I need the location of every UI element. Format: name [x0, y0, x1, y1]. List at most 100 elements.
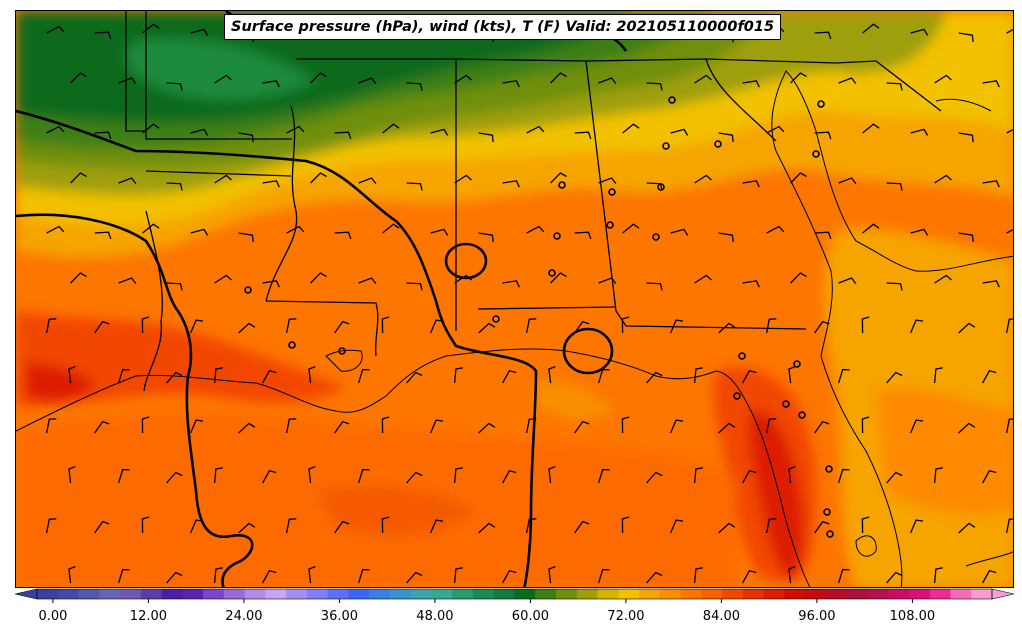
- colorbar-swatch: [888, 589, 910, 599]
- wind-barb-icon: [574, 520, 590, 534]
- wind-barb-icon: [117, 368, 130, 384]
- wind-barb-icon: [525, 418, 537, 434]
- wind-barb-icon: [718, 422, 736, 434]
- wind-barb-icon: [502, 80, 520, 88]
- wind-barb-icon: [886, 471, 903, 484]
- wind-barb-icon: [742, 180, 760, 188]
- station-circles: [244, 96, 834, 538]
- wind-barb-icon: [742, 280, 760, 288]
- wind-barb-icon: [718, 232, 734, 243]
- wind-barb-icon: [622, 123, 640, 134]
- wind-barb-icon: [693, 367, 703, 384]
- wind-barb-icon: [861, 516, 870, 534]
- wind-barb-icon: [910, 128, 929, 136]
- wind-barb-icon: [285, 418, 297, 434]
- colorbar-swatch: [846, 589, 868, 599]
- wind-barb-icon: [910, 228, 929, 236]
- wind-barb-icon: [334, 131, 352, 140]
- wind-barb-icon: [406, 371, 423, 384]
- wind-barb-icon: [381, 316, 390, 334]
- wind-barb-icon: [862, 123, 880, 134]
- wind-barb-icon: [142, 223, 160, 234]
- wind-barb-icon: [190, 228, 209, 236]
- wind-barb-icon: [454, 274, 472, 284]
- wind-barb-icon: [646, 282, 663, 291]
- colorbar-swatch: [950, 589, 972, 599]
- wind-barb-icon: [94, 520, 110, 534]
- wind-barb-icon: [46, 225, 65, 234]
- wind-barb-icon: [68, 465, 76, 484]
- wind-barb-icon: [382, 123, 400, 134]
- colorbar-swatches: [14, 588, 1015, 600]
- wind-barb-icon: [1006, 228, 1013, 234]
- colorbar-tick-label: 108.00: [890, 609, 936, 624]
- wind-barb-icon: [646, 82, 663, 91]
- wind-barb-icon: [478, 522, 496, 534]
- wind-barb-icon: [933, 367, 943, 384]
- wind-barb-icon: [166, 471, 183, 484]
- wind-barb-icon: [166, 571, 183, 584]
- colorbar-swatch: [452, 589, 474, 599]
- wind-barb-icon: [574, 420, 590, 434]
- wind-barb-icon: [982, 470, 997, 484]
- wind-barb-icon: [502, 370, 517, 384]
- wind-barb-icon: [886, 371, 903, 384]
- station-circle-icon: [548, 269, 556, 277]
- wind-barb-icon: [478, 422, 496, 434]
- colorbar-swatch: [327, 589, 349, 599]
- wind-barb-icon: [381, 516, 390, 534]
- wind-barb-icon: [68, 365, 76, 384]
- wind-barb-icon: [694, 174, 712, 184]
- wind-barb-icon: [861, 316, 870, 334]
- wind-barb-icon: [622, 223, 640, 234]
- wind-barb-icon: [213, 467, 223, 484]
- wind-barb-icon: [213, 367, 223, 384]
- wind-barb-icon: [526, 225, 545, 234]
- station-circle-icon: [492, 315, 500, 323]
- station-circle-icon: [817, 100, 825, 108]
- colorbar-swatch: [161, 589, 183, 599]
- wind-barb-icon: [118, 77, 137, 84]
- wind-barb-icon: [308, 465, 316, 484]
- wind-barb-icon: [766, 225, 785, 234]
- colorbar-swatch: [472, 589, 495, 599]
- wind-barb-icon: [837, 568, 850, 584]
- wind-barb-icon: [478, 232, 494, 243]
- wind-barb-icon: [862, 23, 880, 34]
- wind-barb-icon: [525, 318, 537, 334]
- wind-barb-icon: [1006, 28, 1013, 34]
- wind-barb-icon: [286, 125, 305, 134]
- wind-barb-icon: [718, 132, 734, 143]
- wind-barb-icon: [406, 282, 423, 291]
- wind-barb-icon: [1005, 518, 1013, 534]
- colorbar-swatch: [306, 589, 329, 599]
- colorbar-swatch: [244, 589, 266, 599]
- wind-barb-icon: [1006, 128, 1013, 134]
- wind-barb-icon: [94, 131, 112, 140]
- colorbar-swatch: [514, 589, 536, 599]
- wind-barb-icon: [166, 82, 183, 91]
- wind-barb-icon: [141, 316, 150, 334]
- wind-barb-icon: [453, 367, 463, 384]
- wind-barb-icon: [742, 570, 757, 584]
- wind-barb-icon: [238, 232, 254, 243]
- wind-barb-icon: [597, 568, 610, 584]
- colorbar-swatch: [597, 589, 619, 599]
- station-circle-icon: [782, 400, 790, 408]
- colorbar-swatch: [535, 589, 557, 599]
- wind-barb-icon: [406, 182, 423, 191]
- wind-barb-icon: [238, 322, 256, 334]
- wind-barb-icon: [94, 231, 112, 240]
- wind-barb-icon: [838, 177, 857, 184]
- wind-barb-icon: [430, 419, 444, 434]
- colorbar-swatch: [203, 589, 225, 599]
- station-circle-icon: [714, 140, 722, 148]
- wind-barb-icon: [910, 519, 924, 534]
- wind-barb-icon: [598, 277, 617, 284]
- station-circle-icon: [662, 142, 670, 150]
- wind-barb-icon: [742, 470, 757, 484]
- colorbar-swatch: [639, 589, 661, 599]
- wind-barb-icon: [982, 80, 1000, 88]
- wind-barb-icon: [308, 365, 316, 384]
- colorbar-tick-label: 96.00: [798, 609, 835, 624]
